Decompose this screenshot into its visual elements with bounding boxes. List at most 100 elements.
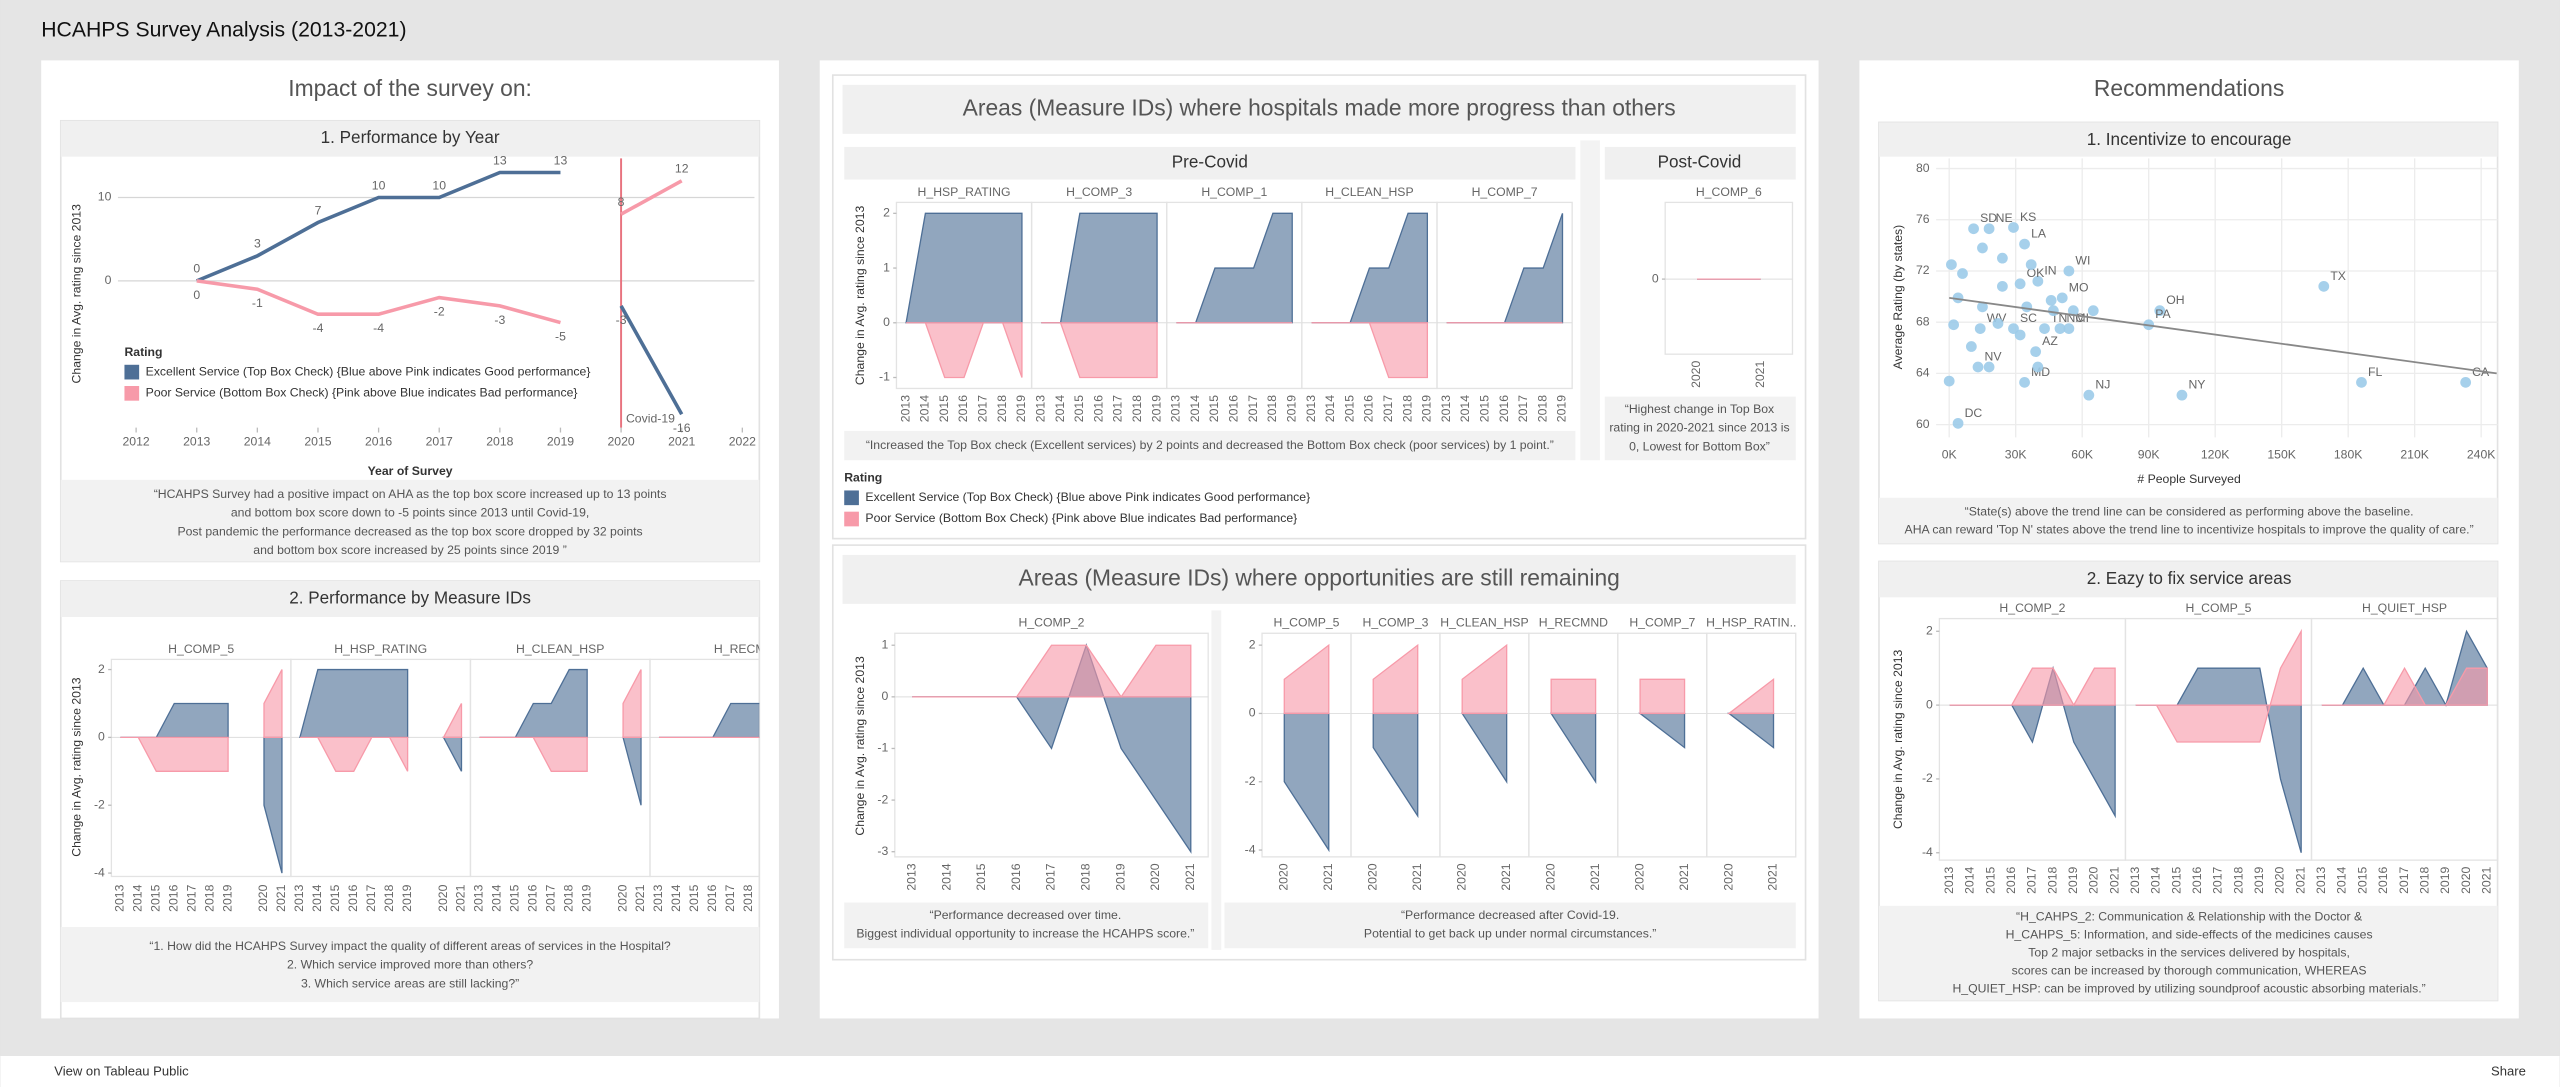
x-tick-label: 2019 <box>2438 866 2452 893</box>
scatter-point <box>1983 223 1995 235</box>
scatter-point <box>2032 361 2044 373</box>
x-tick-label: 2020 <box>1632 863 1646 890</box>
scatter-point <box>1957 268 1968 279</box>
share-button[interactable]: Share <box>2491 1064 2526 1079</box>
point-label: FL <box>2368 365 2382 379</box>
y-axis-title: Change in Avg. rating since 2013 <box>69 677 83 857</box>
x-tick-label: 2015 <box>328 884 342 911</box>
y-tick-label: 1 <box>881 637 888 651</box>
facet-title: H_COMP_5 <box>1274 616 1340 630</box>
x-tick-label: 2016 <box>2376 866 2390 893</box>
x-tick-label: 2016 <box>1009 863 1023 890</box>
caption-line: H_QUIET_HSP: can be improved by utilizin… <box>1952 981 2425 995</box>
scatter-point <box>2063 323 2075 334</box>
data-label: -4 <box>313 321 324 335</box>
y-axis-title: Change in Avg. rating since 2013 <box>69 204 83 384</box>
x-tick-label: 2020 <box>1689 361 1703 388</box>
data-label: 0 <box>193 288 200 302</box>
area-series <box>1311 322 1429 379</box>
facet-title: H_QUIET_HSP <box>2362 601 2447 615</box>
y-tick-label: 0 <box>1652 271 1659 285</box>
legend-swatch <box>844 490 859 506</box>
x-tick-label: 2016 <box>365 435 392 449</box>
title-bar <box>842 84 1796 134</box>
area-series <box>1639 678 1686 715</box>
area-series <box>2135 628 2302 743</box>
x-tick-label: 2019 <box>579 884 593 911</box>
x-tick-label: 2015 <box>2355 866 2369 893</box>
facet-group: H_COMP_5 2020 2021 H_COMP_3 2020 2021 H_CLEAN_… <box>1261 616 1797 891</box>
x-tick-label: 2015 <box>1207 395 1221 422</box>
x-tick-label: 2016 <box>346 884 360 911</box>
scatter-point <box>2021 301 2033 313</box>
x-tick-label: 2021 <box>1753 361 1767 388</box>
x-tick-label: 2019 <box>547 435 574 449</box>
data-label: -2 <box>434 304 445 318</box>
area-series <box>1176 212 1293 324</box>
x-tick-label: 2017 <box>426 435 453 449</box>
caption-line: and bottom box score down to -5 points s… <box>231 506 589 520</box>
scatter-point <box>1952 417 1964 429</box>
legend-title: Rating <box>124 345 162 359</box>
x-tick-label: 2019 <box>220 884 234 911</box>
area-series <box>905 212 1023 324</box>
y-tick-label: 2 <box>98 662 105 676</box>
facet-group: H_COMP_6 2020 2021 <box>1664 185 1794 388</box>
x-tick-label: 2016 <box>1227 395 1241 422</box>
facet-frame <box>1664 201 1794 355</box>
area-series <box>658 736 760 739</box>
area-series <box>912 644 1192 699</box>
x-tick-label: 2013 <box>292 884 306 911</box>
area-series <box>1372 643 1419 715</box>
scatter-point <box>1974 323 1986 334</box>
data-label: 13 <box>493 153 507 167</box>
title-bar <box>1604 146 1796 180</box>
y-tick-label: -3 <box>877 844 888 858</box>
tableau-link[interactable]: View on Tableau Public <box>54 1064 189 1079</box>
scatter-point <box>1948 319 1960 331</box>
scatter-point <box>2067 305 2079 317</box>
y-tick-label: 0 <box>98 730 105 744</box>
x-tick-label: 2015 <box>937 395 951 422</box>
scatter-point <box>2154 305 2166 317</box>
x-tick-label: 2018 <box>2231 866 2245 893</box>
caption-line: Post pandemic the performance decreased … <box>177 524 642 538</box>
area-series <box>1949 667 2116 707</box>
x-tick-label: 2014 <box>310 884 324 911</box>
scatter-point <box>1977 242 1988 254</box>
x-tick-label: 2016 <box>1091 395 1105 422</box>
y-tick-label: 2 <box>1249 637 1256 651</box>
facet-title: H_HSP_RATING <box>918 185 1011 199</box>
scatter-point <box>2008 323 2019 334</box>
x-tick-label: 2020 <box>1721 863 1735 890</box>
line-series <box>196 179 683 325</box>
caption-line: “Performance decreased over time. <box>930 908 1122 922</box>
x-tick-label: 2021 <box>2479 866 2493 893</box>
x-tick-label: 2013 <box>1942 866 1956 893</box>
point-label: SC <box>2020 311 2037 325</box>
x-tick-label: 2013 <box>1169 395 1183 422</box>
x-tick-label: 2018 <box>1400 395 1414 422</box>
x-tick-label: 2013 <box>113 884 127 911</box>
scatter-point <box>2083 389 2095 401</box>
x-tick-label: 2019 <box>2252 866 2266 893</box>
facet-title: H_COMP_5 <box>168 642 234 656</box>
data-label: 0 <box>193 262 200 276</box>
x-tick-label: 2020 <box>1365 863 1379 890</box>
y-axis-title: Change in Avg. rating since 2013 <box>853 656 867 836</box>
x-tick-label: 2016 <box>1497 395 1511 422</box>
x-tick-label: 2020 <box>615 884 629 911</box>
scatter-point <box>2045 295 2057 306</box>
x-tick-label: 2016 <box>705 884 719 911</box>
x-tick-label: 2013 <box>904 863 918 890</box>
x-tick-label: 2020 <box>256 884 270 911</box>
x-tick-label: 2018 <box>2045 866 2059 893</box>
x-tick-label: 2017 <box>364 884 378 911</box>
x-tick-label: 2017 <box>1044 863 1058 890</box>
x-tick-label: 2021 <box>2107 866 2121 893</box>
x-tick-label: 2019 <box>1284 395 1298 422</box>
x-tick-label: 120K <box>2201 448 2230 462</box>
x-tick-label: 2013 <box>2314 866 2328 893</box>
area-series <box>1550 678 1597 715</box>
